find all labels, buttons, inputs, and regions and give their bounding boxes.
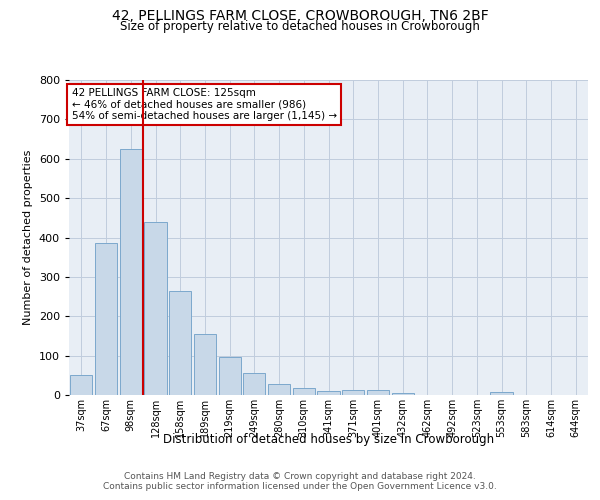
Bar [95,244,117,395]
Text: 42, PELLINGS FARM CLOSE, CROWBOROUGH, TN6 2BF: 42, PELLINGS FARM CLOSE, CROWBOROUGH, TN… [112,9,488,23]
Bar [317,391,340,395]
Bar [119,149,142,395]
Text: Contains public sector information licensed under the Open Government Licence v3: Contains public sector information licen… [103,482,497,491]
Bar [490,392,512,395]
Bar [218,357,241,395]
Bar [342,390,364,395]
Y-axis label: Number of detached properties: Number of detached properties [23,150,33,325]
Bar [70,376,92,395]
Text: 42 PELLINGS FARM CLOSE: 125sqm
← 46% of detached houses are smaller (986)
54% of: 42 PELLINGS FARM CLOSE: 125sqm ← 46% of … [71,88,337,121]
Text: Contains HM Land Registry data © Crown copyright and database right 2024.: Contains HM Land Registry data © Crown c… [124,472,476,481]
Bar [293,388,315,395]
Bar [145,222,167,395]
Bar [243,374,265,395]
Bar [194,334,216,395]
Bar [169,290,191,395]
Bar [367,390,389,395]
Text: Distribution of detached houses by size in Crowborough: Distribution of detached houses by size … [163,432,494,446]
Bar [268,384,290,395]
Bar [392,393,414,395]
Text: Size of property relative to detached houses in Crowborough: Size of property relative to detached ho… [120,20,480,33]
